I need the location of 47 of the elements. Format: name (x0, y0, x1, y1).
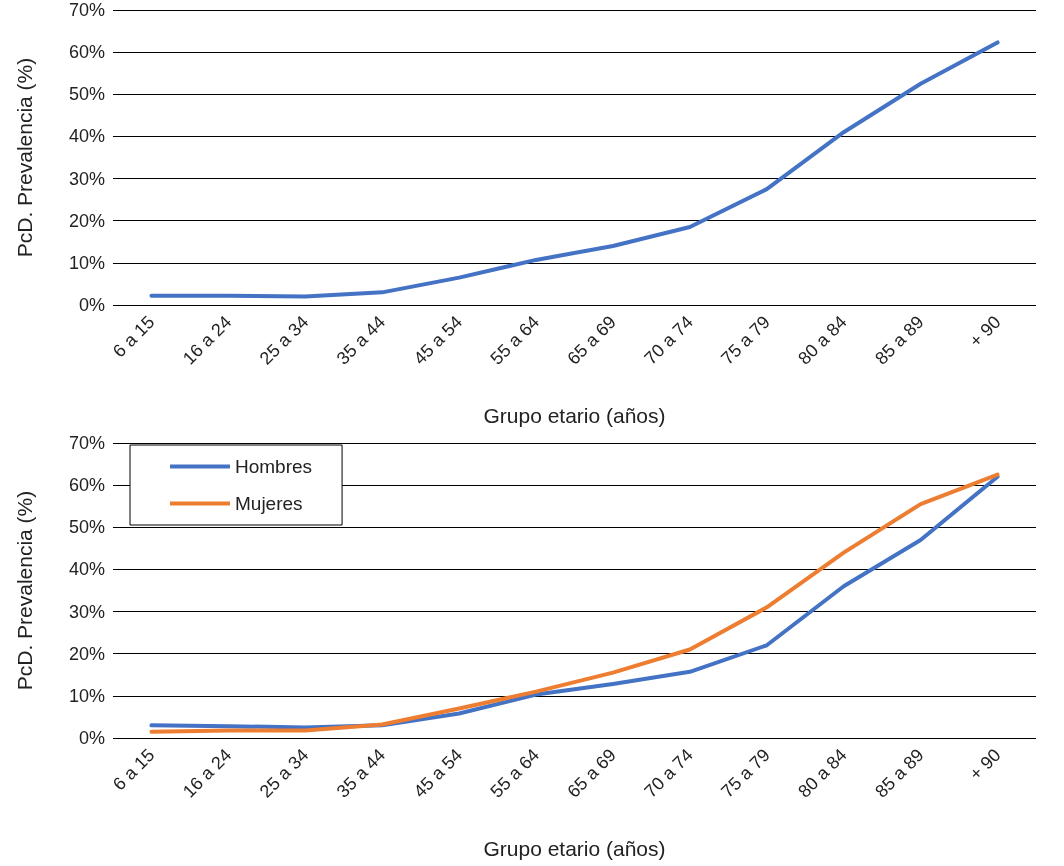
x-tick-label: 45 a 54 (409, 311, 467, 369)
y-tick-label: 20% (68, 643, 105, 664)
x-tick-label: 85 a 89 (871, 311, 928, 369)
x-tick-label: 45 a 54 (409, 744, 467, 802)
x-tick-label: 80 a 84 (794, 311, 851, 369)
line-series (149, 40, 1000, 299)
y-tick-label: 40% (68, 559, 105, 580)
y-tick-label: 20% (68, 210, 105, 231)
y-tick-label: 70% (68, 0, 105, 20)
x-axis-title: Grupo etario (años) (483, 837, 666, 860)
x-tick-label: 6 a 15 (109, 311, 159, 362)
x-tick-label: 55 a 64 (486, 744, 544, 802)
y-tick-label: 50% (68, 84, 105, 105)
x-tick-label: 85 a 89 (871, 744, 928, 802)
legend-label: Mujeres (235, 493, 303, 514)
y-tick-label: 40% (68, 126, 105, 147)
y-axis-title: PcD. Prevalencia (%) (13, 57, 36, 258)
y-tick-label: 60% (68, 42, 105, 63)
x-tick-label: 65 a 69 (563, 744, 621, 802)
x-tick-label: 70 a 74 (640, 744, 697, 802)
x-axis-title: Grupo etario (años) (483, 404, 666, 427)
x-tick-label: 35 a 44 (332, 744, 390, 802)
x-tick-label: 6 a 15 (109, 744, 159, 795)
y-tick-label: 0% (78, 295, 105, 315)
x-tick-label: + 90 (965, 311, 1005, 352)
y-tick-label: 60% (68, 475, 105, 496)
legend-label: Hombres (235, 456, 313, 477)
x-tick-label: 25 a 34 (255, 744, 313, 802)
x-tick-label: 75 a 79 (717, 311, 774, 369)
x-tick-label: 16 a 24 (178, 744, 236, 802)
y-tick-label: 10% (68, 685, 105, 706)
y-tick-label: 30% (68, 601, 105, 622)
x-tick-label: 70 a 74 (640, 311, 697, 369)
y-tick-label: 0% (78, 728, 105, 748)
x-tick-label: 35 a 44 (332, 311, 390, 369)
y-axis-title: PcD. Prevalencia (%) (13, 490, 36, 691)
x-tick-label: 16 a 24 (178, 311, 236, 369)
x-tick-label: + 90 (965, 744, 1005, 785)
x-tick-label: 65 a 69 (563, 311, 621, 369)
y-tick-label: 50% (68, 517, 105, 538)
y-tick-label: 70% (68, 433, 105, 453)
x-tick-label: 25 a 34 (255, 311, 313, 369)
x-tick-label: 75 a 79 (717, 744, 774, 802)
x-tick-label: 80 a 84 (794, 744, 851, 802)
x-tick-label: 55 a 64 (486, 311, 544, 369)
y-tick-label: 10% (68, 252, 105, 273)
y-tick-label: 30% (68, 168, 105, 189)
